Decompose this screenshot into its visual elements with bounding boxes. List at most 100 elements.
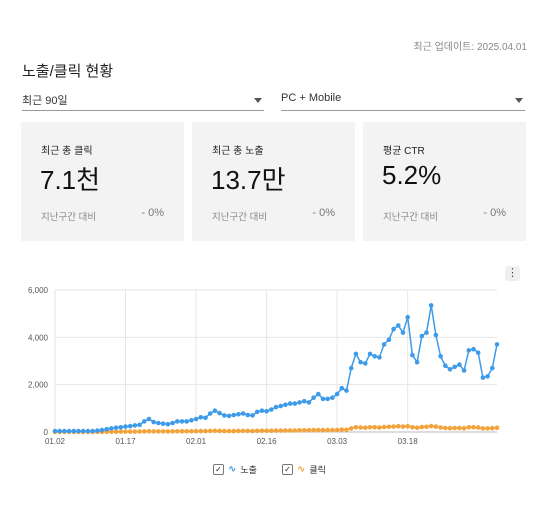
data-point — [151, 429, 156, 434]
data-point — [269, 428, 274, 434]
data-point — [250, 413, 255, 418]
data-point — [452, 425, 458, 431]
data-point — [254, 428, 260, 434]
data-point — [475, 350, 481, 356]
data-point — [386, 337, 392, 343]
stat-card-value: 5.2% — [382, 160, 442, 190]
data-point — [334, 427, 340, 433]
device-select-value: PC + Mobile — [281, 92, 342, 104]
data-point — [457, 425, 462, 431]
y-tick-label: 4,000 — [28, 333, 49, 342]
data-point — [217, 410, 222, 416]
data-point — [494, 425, 500, 431]
data-point — [160, 421, 166, 427]
data-point — [377, 355, 382, 360]
data-point — [391, 424, 396, 429]
chevron-down-icon — [515, 98, 523, 103]
chevron-down-icon — [254, 98, 262, 103]
data-point — [396, 323, 401, 328]
data-point — [175, 429, 180, 434]
data-point — [217, 428, 222, 434]
checkbox-checked-icon: ✓ — [213, 464, 224, 475]
data-point — [461, 425, 467, 431]
data-point — [184, 419, 189, 424]
data-point — [457, 362, 462, 367]
data-point — [447, 425, 453, 431]
legend-item-clicks[interactable]: ✓ ∿ 클릭 — [282, 463, 326, 476]
data-point — [226, 413, 232, 419]
device-select[interactable]: PC + Mobile — [281, 90, 525, 111]
data-point — [372, 354, 378, 359]
data-point — [184, 429, 189, 434]
data-point — [156, 429, 161, 434]
data-point — [485, 426, 490, 431]
last-updated-text: 최근 업데이트: 2025.04.01 — [413, 42, 527, 53]
y-tick-label: 0 — [44, 428, 49, 437]
data-point — [165, 429, 171, 434]
y-tick-label: 2,000 — [28, 381, 49, 390]
data-point — [400, 424, 406, 429]
data-point — [146, 429, 152, 434]
data-point — [358, 425, 363, 430]
data-point — [386, 424, 392, 430]
stat-card-delta: - 0% — [141, 207, 164, 219]
data-point — [424, 330, 429, 335]
data-point — [250, 428, 255, 434]
stat-card-delta: - 0% — [312, 207, 335, 219]
data-point — [198, 415, 204, 420]
period-select[interactable]: 최근 90일 — [22, 90, 264, 111]
data-point — [466, 425, 472, 430]
data-point — [71, 428, 77, 434]
data-point — [348, 426, 354, 431]
data-point — [471, 346, 476, 352]
data-point — [414, 425, 420, 431]
data-point — [377, 425, 382, 430]
data-point — [212, 408, 218, 414]
data-point — [353, 351, 359, 357]
data-point — [269, 407, 274, 412]
data-point — [414, 359, 420, 365]
data-point — [438, 354, 443, 359]
data-point — [297, 428, 302, 433]
data-point — [264, 408, 269, 414]
data-point — [231, 428, 236, 434]
data-point — [156, 420, 161, 426]
data-point — [170, 429, 175, 434]
data-point — [80, 428, 86, 434]
data-point — [381, 424, 387, 430]
data-point — [301, 428, 307, 433]
data-point — [311, 427, 316, 433]
stat-card-impressions: 최근 총 노출 13.7만 지난구간 대비 - 0% — [192, 122, 355, 241]
data-point — [405, 314, 411, 320]
data-point — [66, 428, 72, 434]
legend-item-impressions[interactable]: ✓ ∿ 노출 — [213, 463, 257, 476]
data-point — [424, 424, 429, 430]
data-point — [52, 428, 58, 434]
data-point — [419, 333, 425, 339]
data-point — [123, 424, 128, 429]
data-point — [475, 425, 481, 430]
data-point — [358, 359, 363, 365]
data-point — [99, 427, 105, 433]
stat-card-label: 평균 CTR — [383, 146, 425, 157]
data-point — [132, 423, 138, 428]
data-point — [127, 423, 133, 429]
data-point — [207, 428, 213, 434]
data-point — [240, 411, 246, 416]
x-tick-label: 02.01 — [186, 437, 207, 446]
data-point — [330, 395, 335, 401]
data-point — [494, 342, 500, 347]
data-point — [330, 427, 335, 433]
checkbox-checked-icon: ✓ — [282, 464, 293, 475]
data-point — [85, 428, 91, 434]
stat-card-compare: 지난구간 대비 — [212, 212, 268, 223]
data-point — [339, 427, 345, 432]
data-point — [179, 429, 185, 434]
data-point — [320, 427, 326, 433]
data-point — [236, 428, 241, 434]
data-point — [226, 428, 232, 434]
data-point — [297, 400, 302, 405]
more-vertical-icon[interactable]: ⋮ — [505, 266, 520, 281]
line-series-icon: ∿ — [228, 464, 237, 475]
